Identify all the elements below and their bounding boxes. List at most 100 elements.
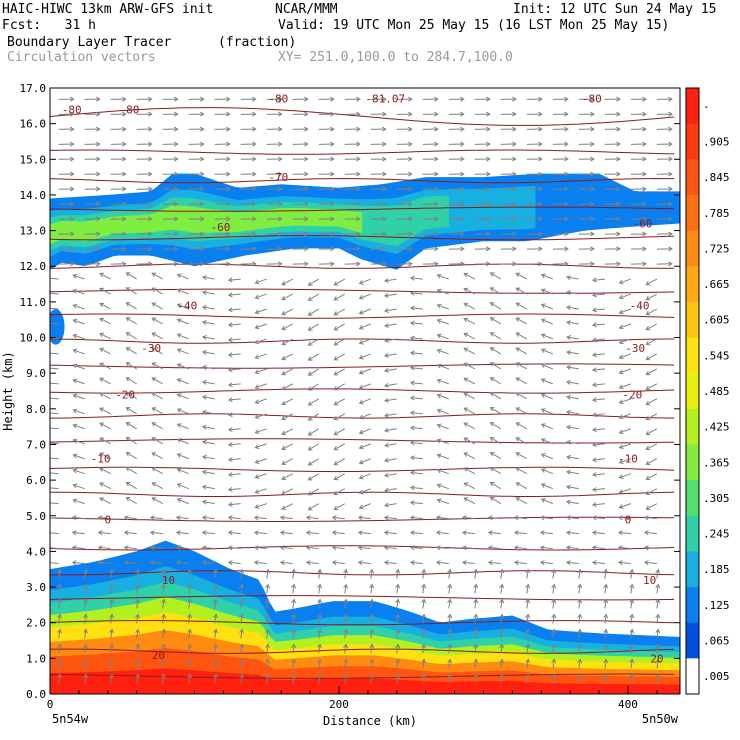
circulation-vector-head [57, 643, 62, 649]
circulation-vector [463, 317, 476, 325]
colorbar-swatch [686, 88, 699, 125]
circulation-vector-head [151, 377, 157, 382]
circulation-vector-head [538, 216, 543, 222]
circulation-vector-head [436, 483, 442, 489]
contour-label: -70 [268, 171, 288, 184]
circulation-vector [84, 629, 87, 639]
circulation-vector [202, 396, 215, 400]
circulation-vector-head [147, 156, 153, 162]
circulation-vector-head [281, 355, 287, 361]
circulation-vector [463, 482, 476, 490]
circulation-vector [73, 364, 85, 370]
circulation-vector [437, 394, 449, 400]
circulation-vector-head [83, 673, 88, 679]
circulation-vector-head [551, 643, 557, 649]
circulation-vector [73, 349, 85, 355]
circulation-vector [410, 307, 423, 310]
circulation-vector-head [590, 156, 595, 162]
circulation-vector [410, 531, 423, 535]
circulation-vector-head [227, 502, 233, 507]
circulation-vector-head [512, 246, 517, 252]
circulation-vector-head [175, 560, 181, 566]
circulation-vector-head [330, 201, 335, 207]
contour-label: -81.07 [365, 93, 405, 106]
circulation-vector-head [176, 363, 182, 368]
circulation-vector-head [305, 530, 311, 536]
circulation-vector-head [176, 423, 182, 428]
circulation-vector-head [486, 141, 491, 147]
circulation-vector [630, 584, 633, 594]
circulation-vector-head [151, 497, 157, 502]
circulation-vector [99, 467, 111, 475]
circulation-vector [255, 368, 267, 374]
circulation-vector-head [617, 560, 623, 566]
circulation-vector-head [173, 246, 179, 252]
circulation-vector-head [253, 560, 259, 566]
circulation-vector-head [382, 261, 387, 267]
y-axis-title: Height (km) [1, 351, 15, 430]
circulation-vector [110, 584, 113, 594]
circulation-vector [514, 561, 527, 565]
circulation-vector [566, 306, 579, 310]
contour-label: -80 [120, 103, 140, 116]
circulation-vector [177, 423, 189, 430]
circulation-vector-head [227, 307, 233, 313]
circulation-vector-head [71, 530, 77, 536]
circulation-vector [410, 501, 423, 505]
circulation-vector-head [539, 515, 545, 521]
circulation-vector-head [384, 293, 389, 298]
circulation-vector-head [513, 530, 519, 536]
circulation-vector [516, 467, 528, 475]
circulation-vector [228, 516, 241, 520]
circulation-vector-head [281, 475, 287, 480]
circulation-vector-head [421, 673, 427, 679]
circulation-vector [188, 584, 191, 594]
circulation-vector-head [356, 171, 361, 177]
circulation-vector [566, 336, 579, 340]
circulation-vector [202, 321, 215, 325]
isotherm-line [50, 206, 675, 212]
circulation-vector-head [278, 261, 283, 267]
circulation-vector-head [356, 186, 361, 192]
circulation-vector [384, 531, 397, 535]
circulation-vector-head [239, 643, 245, 649]
circulation-vector-head [515, 287, 521, 292]
circulation-vector [656, 644, 659, 654]
circulation-vector-head [409, 380, 415, 386]
circulation-vector [151, 422, 163, 430]
circulation-vector-head [447, 673, 453, 679]
circulation-vector [344, 599, 347, 609]
circulation-vector-head [252, 111, 257, 117]
circulation-vector-head [566, 305, 571, 311]
circulation-vector [188, 599, 191, 609]
circulation-vector [318, 629, 321, 639]
circulation-vector [228, 383, 241, 386]
circulation-vector [604, 629, 607, 639]
circulation-vector [84, 659, 87, 669]
isotherm-line [50, 313, 675, 319]
circulation-vector-head [434, 156, 439, 162]
circulation-vector [566, 381, 579, 385]
circulation-vector-head [489, 392, 495, 397]
circulation-vector-head [149, 530, 155, 536]
circulation-vector-head [564, 171, 569, 177]
circulation-vector [126, 317, 137, 325]
circulation-vector-head [173, 111, 179, 117]
circulation-vector-head [525, 628, 531, 634]
circulation-vector [448, 659, 451, 669]
isotherm-line [50, 491, 675, 497]
circulation-vector [526, 659, 529, 669]
circulation-vector [255, 428, 267, 434]
circulation-vector [630, 629, 633, 639]
isotherm-line [50, 177, 675, 184]
circulation-vector-head [447, 628, 453, 634]
circulation-vector-head [252, 171, 257, 177]
circulation-vector-head [333, 490, 339, 496]
circulation-vector [516, 377, 528, 385]
circulation-vector-head [566, 275, 571, 281]
circulation-vector [177, 468, 189, 475]
circulation-vector [578, 674, 581, 684]
circulation-vector-head [72, 348, 78, 354]
circulation-vector [384, 293, 397, 297]
circulation-vector [73, 394, 85, 400]
